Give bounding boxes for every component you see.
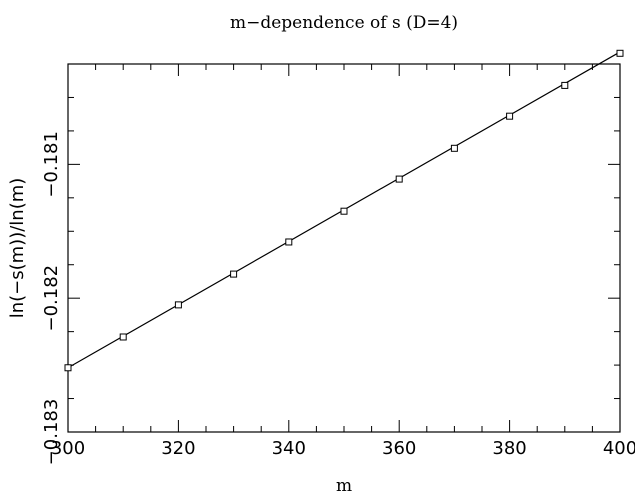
data-point (450, 144, 458, 152)
data-markers (64, 49, 624, 372)
x-tick-label: 340 (272, 438, 306, 459)
data-point (174, 301, 182, 309)
y-tick-label: −0.181 (41, 131, 62, 198)
x-tick-label: 380 (492, 438, 526, 459)
axis-ticks (67, 63, 621, 433)
data-point (616, 49, 624, 57)
data-point (340, 207, 348, 215)
data-point (285, 238, 293, 246)
data-point (506, 112, 514, 120)
x-tick-label: 320 (161, 438, 195, 459)
data-point (64, 364, 72, 372)
x-tick-label: 360 (382, 438, 416, 459)
y-tick-label: −0.183 (41, 399, 62, 466)
plot-area-frame (67, 63, 621, 433)
y-tick-label: −0.182 (41, 265, 62, 332)
data-point (230, 270, 238, 278)
x-tick-label: 400 (603, 438, 635, 459)
tick-labels: 300 320 340 360 380 400 −0.183 −0.182 −0.181 (41, 131, 635, 465)
y-axis-label: ln(−s(m))/ln(m) (7, 178, 28, 319)
x-tick-label: 300 (51, 438, 85, 459)
data-point (395, 175, 403, 183)
x-axis-label: m (336, 476, 352, 496)
data-point (561, 81, 569, 89)
data-point (119, 333, 127, 341)
chart-title: m−dependence of s (D=4) (230, 13, 458, 33)
